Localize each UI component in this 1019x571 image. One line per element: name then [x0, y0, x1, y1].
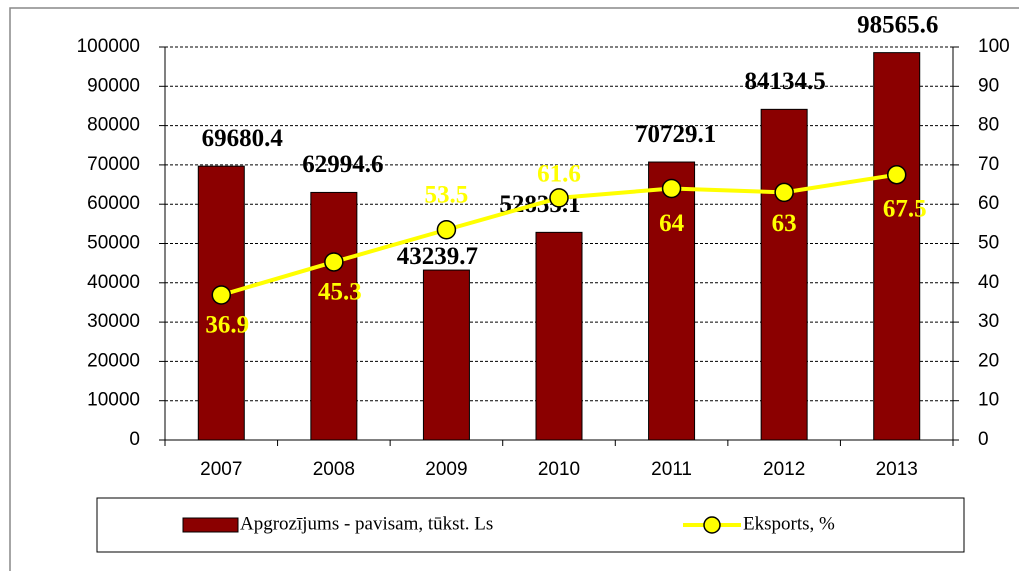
- line-value-label: 64: [659, 210, 685, 237]
- x-tick-label: 2010: [538, 459, 580, 480]
- bar: [422, 269, 470, 441]
- line-value-label: 67.5: [883, 195, 927, 222]
- line-marker: [774, 182, 794, 203]
- x-tick-label: 2007: [200, 459, 242, 480]
- bar: [535, 231, 583, 441]
- x-tick-label: 2008: [313, 459, 355, 480]
- y2-tick-label: 90: [978, 75, 999, 96]
- legend-box: [96, 497, 965, 553]
- line-value-label: 53.5: [425, 181, 469, 208]
- bar-value-label: 98565.6: [857, 11, 938, 38]
- x-tick-label: 2011: [651, 459, 692, 480]
- y2-tick-label: 60: [978, 193, 999, 214]
- bar-value-label: 84134.5: [745, 68, 826, 95]
- x-tick-label: 2009: [425, 459, 467, 480]
- bar: [310, 191, 358, 441]
- line-marker: [886, 164, 907, 185]
- legend-label: Apgrozījums - pavisam, tūkst. Ls: [240, 513, 493, 534]
- legend-marker: [703, 516, 721, 534]
- y2-tick-label: 100: [978, 36, 1010, 57]
- y-tick-label: 10000: [87, 390, 140, 411]
- y-tick-label: 80000: [87, 115, 140, 136]
- line-marker: [661, 178, 682, 199]
- y2-tick-label: 10: [978, 390, 999, 411]
- bar-value-label: 43239.7: [397, 243, 478, 270]
- y-tick-label: 70000: [87, 154, 140, 175]
- legend-swatch: [182, 517, 239, 533]
- y-tick-label: 40000: [87, 272, 140, 293]
- bar-value-label: 70729.1: [635, 121, 716, 148]
- x-tick-label: 2012: [763, 459, 805, 480]
- y2-tick-label: 50: [978, 233, 999, 254]
- y2-tick-label: 70: [978, 154, 999, 175]
- line-value-label: 61.6: [537, 161, 581, 188]
- legend-label: Eksports, %: [743, 513, 835, 534]
- bar: [648, 161, 696, 441]
- line-value-label: 63: [772, 210, 797, 237]
- line-value-label: 45.3: [318, 279, 362, 306]
- y2-tick-label: 0: [978, 429, 989, 450]
- y2-tick-label: 40: [978, 272, 999, 293]
- bar-value-label: 62994.6: [302, 151, 383, 178]
- y2-tick-label: 20: [978, 350, 999, 371]
- y-tick-label: 100000: [77, 36, 140, 57]
- y-tick-label: 0: [129, 429, 140, 450]
- y-tick-label: 50000: [87, 233, 140, 254]
- y-tick-label: 60000: [87, 193, 140, 214]
- x-tick-label: 2013: [876, 459, 918, 480]
- y2-tick-label: 30: [978, 311, 999, 332]
- line-marker: [324, 252, 344, 272]
- y-tick-label: 30000: [87, 311, 140, 332]
- bar: [760, 108, 808, 441]
- line-marker: [436, 219, 457, 240]
- y-tick-label: 90000: [87, 75, 140, 96]
- line-marker: [211, 285, 232, 305]
- bar: [873, 52, 921, 441]
- y2-tick-label: 80: [978, 115, 999, 136]
- line-value-label: 36.9: [205, 312, 249, 339]
- chart-frame: [9, 7, 1019, 571]
- bar-value-label: 69680.4: [202, 125, 284, 152]
- y-tick-label: 20000: [87, 350, 140, 371]
- line-marker: [549, 188, 569, 208]
